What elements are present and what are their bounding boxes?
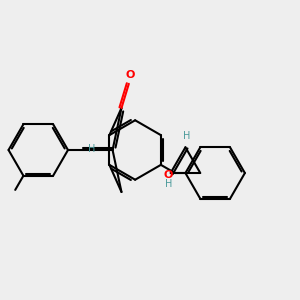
Text: H: H <box>183 131 190 141</box>
Text: O: O <box>163 169 173 179</box>
Text: H: H <box>165 179 173 189</box>
Text: H: H <box>88 143 96 154</box>
Text: O: O <box>126 70 135 80</box>
